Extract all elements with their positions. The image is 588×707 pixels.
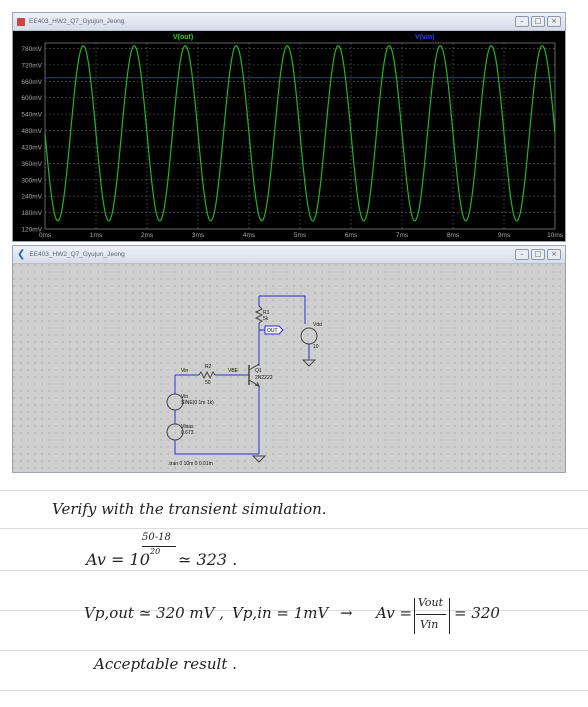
x-tick-label: 9ms: [498, 232, 511, 239]
note-av-formula: Av = 10: [86, 550, 150, 569]
note-vp-in: Vp,in = 1mV: [232, 604, 329, 622]
y-tick-label: 600mV: [21, 95, 42, 102]
r1-label: R1: [263, 310, 270, 316]
ground-symbol[interactable]: [251, 455, 267, 463]
vdd-ground[interactable]: [301, 359, 317, 367]
note-av2-result: = 320: [454, 604, 500, 622]
waveform-window-title: EE403_HW2_Q7_Gyujun_Jeong: [29, 18, 125, 25]
note-verify: Verify with the transient simulation.: [52, 500, 327, 518]
note-frac-numerator: Vout: [418, 596, 444, 609]
y-tick-label: 540mV: [21, 112, 42, 119]
note-av-result: ≃ 323 .: [178, 550, 238, 569]
x-tick-label: 6ms: [345, 232, 358, 239]
back-arrow-icon[interactable]: ❮: [17, 248, 26, 260]
x-tick-label: 2ms: [141, 232, 154, 239]
y-tick-label: 360mV: [21, 161, 42, 168]
vin-source-value: SINE(0 1m 1k): [181, 400, 214, 406]
vbias-label: Vbias: [181, 424, 194, 430]
y-tick-label: 720mV: [21, 62, 42, 69]
r2-resistor[interactable]: [198, 370, 216, 380]
close-button[interactable]: ×: [547, 16, 561, 27]
note-conclusion: Acceptable result .: [94, 655, 237, 673]
y-tick-label: 420mV: [21, 144, 42, 151]
vdd-value: 10: [313, 344, 319, 350]
vin-net-label: Vin: [181, 368, 188, 374]
r2-label: R2: [205, 364, 212, 370]
plot-background: [13, 31, 565, 241]
q1-model: 2N2222: [255, 375, 273, 381]
schematic-window: ❮ EE403_HW2_Q7_Gyujun_Jeong – □ ×: [12, 245, 566, 473]
vdd-label: Vdd: [313, 322, 322, 328]
note-av2: Av =: [376, 604, 413, 622]
schematic-close-button[interactable]: ×: [547, 249, 561, 260]
maximize-button[interactable]: □: [531, 16, 545, 27]
schematic-maximize-button[interactable]: □: [531, 249, 545, 260]
x-tick-label: 1ms: [90, 232, 103, 239]
x-tick-label: 8ms: [447, 232, 460, 239]
schematic-canvas[interactable]: R1 5k OUT Vdd 10 Vin R2 50 VBE Q1 2N2222…: [13, 264, 565, 472]
trace-label-vin[interactable]: V(vin): [415, 34, 434, 41]
x-tick-label: 10ms: [547, 232, 564, 239]
x-tick-label: 0ms: [39, 232, 52, 239]
trace-label-vout[interactable]: V(out): [173, 34, 193, 41]
schematic-minimize-button[interactable]: –: [515, 249, 529, 260]
y-tick-label: 660mV: [21, 79, 42, 86]
tran-directive[interactable]: .tran 0 10m 0 0.01m: [168, 461, 213, 467]
q1-label: Q1: [255, 368, 262, 374]
vbe-net-label: VBE: [228, 368, 239, 374]
waveform-titlebar: EE403_HW2_Q7_Gyujun_Jeong – □ ×: [13, 13, 565, 31]
note-arrow: →: [340, 604, 353, 622]
x-axis-ticks: 0ms 1ms 2ms 3ms 4ms 5ms 6ms 7ms 8ms 9ms 10ms: [39, 232, 564, 239]
minimize-button[interactable]: –: [515, 16, 529, 27]
x-tick-label: 5ms: [294, 232, 307, 239]
x-tick-label: 7ms: [396, 232, 409, 239]
out-label: OUT: [267, 328, 278, 334]
ltspice-app-icon: [17, 17, 25, 26]
wire-ground[interactable]: [174, 440, 259, 455]
note-exponent-numerator: 50-18: [142, 532, 171, 543]
out-net-flag[interactable]: [264, 325, 284, 335]
r1-value: 5k: [263, 316, 269, 322]
r1-resistor[interactable]: [254, 305, 264, 324]
waveform-plot[interactable]: V(out) V(vin) 780mV 720mV 660mV 600mV 540mV 4…: [13, 31, 565, 241]
wire-vdd-top[interactable]: [259, 295, 306, 324]
note-exponent-denominator: 20: [150, 547, 161, 556]
y-tick-label: 480mV: [21, 128, 42, 135]
vout-trace: [44, 45, 556, 222]
r2-value: 50: [205, 380, 211, 386]
x-tick-label: 4ms: [243, 232, 256, 239]
schematic-window-title: EE403_HW2_Q7_Gyujun_Jeong: [29, 251, 125, 258]
y-tick-label: 300mV: [21, 177, 42, 184]
schematic-titlebar: ❮ EE403_HW2_Q7_Gyujun_Jeong – □ ×: [13, 246, 565, 264]
y-tick-label: 180mV: [21, 210, 42, 217]
y-tick-label: 120mV: [21, 227, 42, 234]
y-axis-ticks: 780mV 720mV 660mV 600mV 540mV 480mV 420mV 360mV…: [21, 46, 42, 234]
vbias-value: 0.673: [181, 430, 194, 436]
y-tick-label: 240mV: [21, 194, 42, 201]
note-frac-denominator: Vin: [420, 618, 439, 631]
waveform-window: EE403_HW2_Q7_Gyujun_Jeong – □ × V(out) V…: [12, 12, 566, 242]
note-vp-out: Vp,out ≃ 320 mV ,: [84, 604, 225, 622]
y-tick-label: 780mV: [21, 46, 42, 53]
x-tick-label: 3ms: [192, 232, 205, 239]
vin-source-label: Vin: [181, 394, 188, 400]
